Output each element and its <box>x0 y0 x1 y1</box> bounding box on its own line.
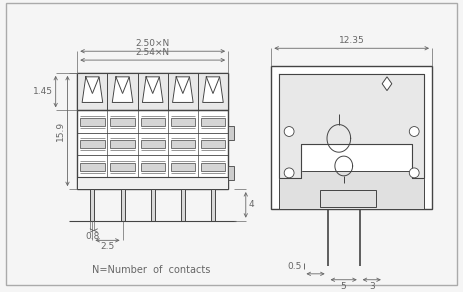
Bar <box>171 118 195 126</box>
Bar <box>319 190 376 207</box>
Text: 1.45: 1.45 <box>33 87 53 96</box>
Bar <box>77 177 228 189</box>
Bar <box>90 189 94 221</box>
Polygon shape <box>279 74 424 178</box>
Bar <box>141 163 165 171</box>
Bar <box>201 140 225 148</box>
Circle shape <box>284 126 294 136</box>
Bar <box>151 189 155 221</box>
Bar <box>77 73 228 189</box>
Polygon shape <box>143 77 163 102</box>
Text: 4: 4 <box>249 200 254 209</box>
Polygon shape <box>82 77 103 102</box>
Bar <box>111 163 135 171</box>
Bar <box>141 118 165 126</box>
Text: 2.54×N: 2.54×N <box>136 48 170 57</box>
Bar <box>279 171 424 209</box>
Text: 3: 3 <box>369 282 375 291</box>
Polygon shape <box>173 77 193 102</box>
Bar <box>171 163 195 171</box>
Circle shape <box>284 168 294 178</box>
Bar <box>211 189 215 221</box>
Bar <box>181 189 185 221</box>
Bar <box>201 163 225 171</box>
Bar <box>228 126 234 140</box>
Bar <box>111 140 135 148</box>
Text: 0.5: 0.5 <box>287 262 301 271</box>
Bar <box>271 66 432 209</box>
Polygon shape <box>382 77 392 91</box>
Text: 2.5: 2.5 <box>100 242 115 251</box>
Polygon shape <box>203 77 223 102</box>
Bar <box>77 73 228 110</box>
Bar <box>111 118 135 126</box>
Bar <box>171 140 195 148</box>
Text: N=Number  of  contacts: N=Number of contacts <box>92 265 210 275</box>
Bar <box>141 140 165 148</box>
Text: 0.8: 0.8 <box>85 232 100 241</box>
Bar <box>228 166 234 180</box>
Text: 5: 5 <box>341 282 346 291</box>
Bar <box>80 163 105 171</box>
Bar <box>80 140 105 148</box>
Polygon shape <box>112 77 133 102</box>
Bar <box>120 189 125 221</box>
Circle shape <box>409 168 419 178</box>
Text: 15.9: 15.9 <box>56 121 64 141</box>
Text: 12.35: 12.35 <box>339 36 364 45</box>
Bar <box>80 118 105 126</box>
Text: 2.50×N: 2.50×N <box>136 39 170 48</box>
Bar <box>201 118 225 126</box>
Circle shape <box>409 126 419 136</box>
